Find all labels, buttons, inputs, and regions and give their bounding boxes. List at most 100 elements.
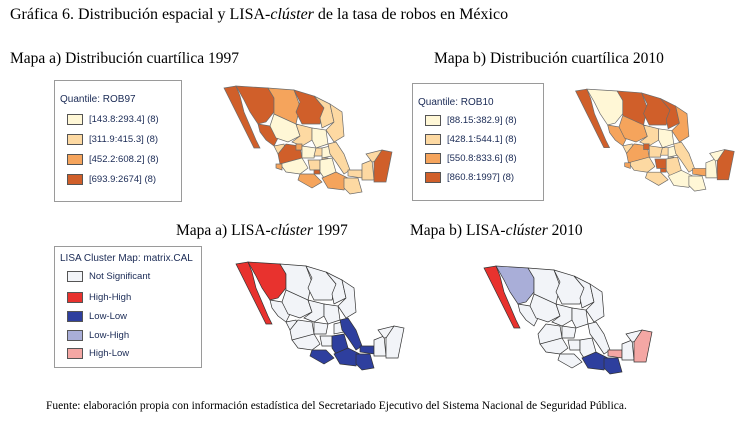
figure-title-suffix: de la tasa de robos en México bbox=[313, 6, 509, 23]
region-baja-california bbox=[575, 88, 611, 148]
region-quintana-roo bbox=[373, 149, 393, 183]
region-chiapas bbox=[355, 353, 375, 371]
region-michoacan bbox=[291, 333, 321, 351]
region-campeche bbox=[621, 339, 635, 361]
region-quintana-roo bbox=[385, 325, 405, 359]
legend-item: [693.9:2674] (8) bbox=[67, 174, 156, 185]
legend-quartile-2010: Quantile: ROB10 [88.15:382.9] (8) [428.1… bbox=[412, 83, 544, 201]
region-guerrero bbox=[557, 353, 583, 369]
region-tabasco bbox=[607, 349, 623, 359]
region-veracruz bbox=[339, 317, 363, 351]
legend-swatch bbox=[67, 330, 83, 341]
region-tamaulipas bbox=[337, 279, 357, 319]
legend-item: [550.8:833.6] (8) bbox=[425, 153, 517, 164]
region-tabasco bbox=[347, 169, 363, 179]
region-michoacan bbox=[539, 337, 569, 355]
legend-item: [143.8:293.4] (8) bbox=[67, 114, 159, 125]
region-coahuila bbox=[305, 265, 337, 301]
region-baja-california bbox=[235, 261, 273, 325]
region-guerrero bbox=[309, 349, 335, 365]
region-san-luis-potosi bbox=[323, 303, 341, 325]
legend-swatch bbox=[67, 154, 83, 165]
region-mexico bbox=[567, 339, 581, 351]
region-aguascalientes bbox=[643, 143, 650, 150]
region-mexico bbox=[319, 335, 333, 347]
region-guanajuato bbox=[648, 145, 663, 158]
region-tabasco bbox=[692, 168, 707, 177]
region-guerrero bbox=[297, 173, 323, 189]
legend-item: Low-Low bbox=[67, 311, 127, 322]
region-coahuila bbox=[553, 269, 585, 305]
map-lisa-2010 bbox=[483, 265, 653, 375]
region-colima bbox=[624, 162, 631, 169]
map-b-quartile-heading: Mapa b) Distribución cuartílica 2010 bbox=[434, 50, 664, 67]
legend-item: [860.8:1997] (8) bbox=[425, 172, 514, 183]
legend-swatch bbox=[67, 271, 83, 282]
region-campeche bbox=[361, 159, 375, 181]
region-campeche bbox=[705, 158, 718, 179]
region-baja-california bbox=[223, 85, 261, 149]
legend-swatch bbox=[425, 115, 441, 126]
region-guanajuato bbox=[301, 145, 317, 159]
legend-item: [428.1:544.1] (8) bbox=[425, 134, 517, 145]
region-campeche bbox=[373, 335, 387, 357]
legend-lisa-cluster: LISA Cluster Map: matrix.CAL Not Signifi… bbox=[54, 246, 202, 368]
legend-swatch bbox=[67, 134, 83, 145]
region-coahuila bbox=[293, 89, 325, 125]
legend-swatch bbox=[67, 348, 83, 359]
region-mexico bbox=[307, 159, 321, 171]
legend-item: [88.15:382.9] (8) bbox=[425, 115, 517, 126]
legend-swatch bbox=[425, 153, 441, 164]
region-quintana-roo bbox=[716, 149, 735, 181]
region-guanajuato bbox=[313, 321, 329, 335]
region-veracruz bbox=[327, 141, 351, 175]
region-san-luis-potosi bbox=[311, 127, 329, 149]
region-veracruz bbox=[587, 321, 611, 355]
region-morelos bbox=[313, 169, 321, 175]
legend-item: [452.2:608.2] (8) bbox=[67, 154, 159, 165]
figure-title-prefix: Gráfica 6. Distribución espacial y LISA- bbox=[10, 6, 271, 23]
legend-title: Quantile: ROB10 bbox=[418, 97, 494, 108]
source-note: Fuente: elaboración propia con informaci… bbox=[46, 400, 627, 412]
legend-swatch bbox=[425, 134, 441, 145]
region-michoacan bbox=[279, 157, 309, 175]
legend-swatch bbox=[67, 114, 83, 125]
region-guanajuato bbox=[561, 325, 577, 339]
region-tamaulipas bbox=[325, 103, 345, 143]
region-guerrero bbox=[645, 171, 669, 186]
region-tamaulipas bbox=[671, 105, 690, 143]
legend-title: Quantile: ROB97 bbox=[60, 94, 136, 105]
region-baja-california bbox=[483, 265, 521, 329]
region-chiapas bbox=[603, 357, 623, 375]
region-san-luis-potosi bbox=[571, 307, 589, 329]
legend-title: LISA Cluster Map: matrix.CAL bbox=[60, 253, 193, 264]
region-veracruz bbox=[673, 141, 695, 173]
legend-item: High-Low bbox=[67, 348, 129, 359]
region-colima bbox=[275, 163, 283, 171]
region-san-luis-potosi bbox=[658, 128, 675, 149]
figure-title-italic: clúster bbox=[270, 6, 314, 23]
region-coahuila bbox=[641, 92, 671, 126]
map-lisa-1997 bbox=[235, 261, 405, 371]
legend-swatch bbox=[425, 172, 441, 183]
region-tabasco bbox=[359, 345, 375, 355]
region-quintana-roo bbox=[633, 329, 653, 363]
legend-item: [311.9:415.3] (8) bbox=[67, 134, 158, 145]
legend-item: Not Significant bbox=[67, 271, 150, 282]
region-morelos bbox=[660, 168, 667, 173]
region-chiapas bbox=[343, 177, 363, 195]
map-b-lisa-heading: Mapa b) LISA-clúster 2010 bbox=[410, 222, 583, 239]
legend-swatch bbox=[67, 292, 83, 303]
region-mexico bbox=[654, 158, 667, 169]
region-michoacan bbox=[627, 156, 656, 173]
map-quartile-1997 bbox=[223, 85, 393, 195]
legend-quartile-1997: Quantile: ROB97 [143.8:293.4] (8) [311.9… bbox=[54, 80, 182, 202]
legend-swatch bbox=[67, 311, 83, 322]
legend-item: High-High bbox=[67, 292, 131, 303]
region-tamaulipas bbox=[585, 283, 605, 323]
map-a-quartile-heading: Mapa a) Distribución cuartílica 1997 bbox=[10, 50, 239, 67]
map-quartile-2010 bbox=[575, 88, 735, 192]
legend-item: Low-High bbox=[67, 330, 129, 341]
region-chiapas bbox=[688, 175, 707, 192]
figure-title: Gráfica 6. Distribución espacial y LISA-… bbox=[10, 6, 508, 24]
